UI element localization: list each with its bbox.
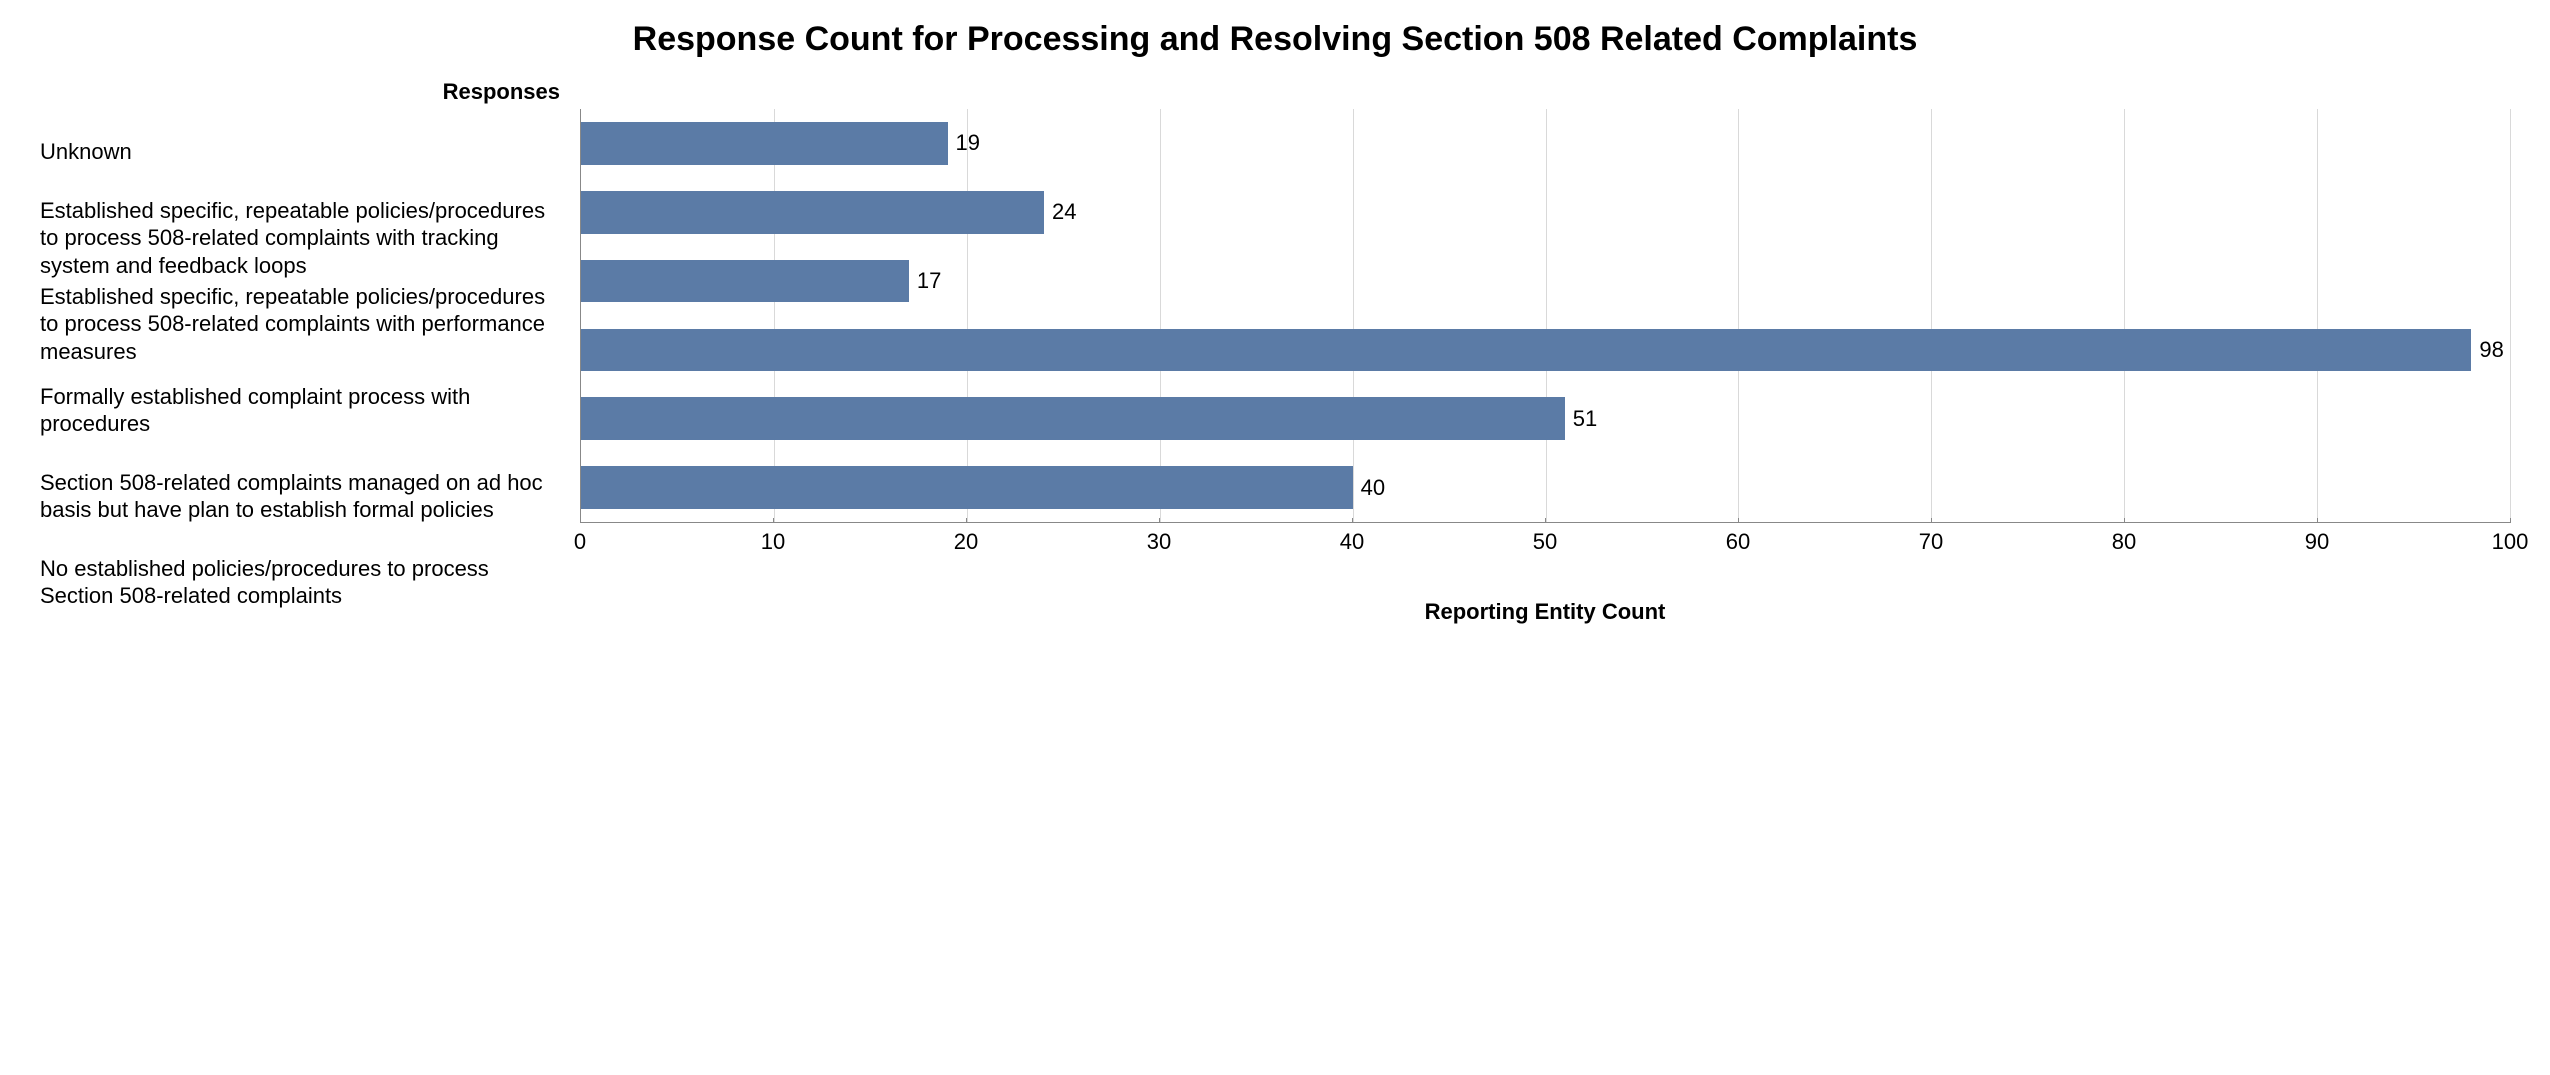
bar-value-label: 17	[917, 268, 941, 294]
category-labels: UnknownEstablished specific, repeatable …	[40, 109, 580, 625]
category-label: Unknown	[40, 109, 580, 195]
bar-row: 40	[581, 453, 2510, 522]
x-tick-mark	[2510, 518, 2511, 523]
bar-row: 19	[581, 109, 2510, 178]
bar-value-label: 98	[2479, 337, 2503, 363]
x-axis: 0102030405060708090100	[580, 523, 2510, 563]
bar-value-label: 19	[956, 130, 980, 156]
x-tick-label: 20	[954, 529, 978, 555]
x-tick-mark	[1931, 518, 1932, 523]
x-tick-label: 30	[1147, 529, 1171, 555]
x-tick-mark	[1159, 518, 1160, 523]
x-tick-mark	[773, 518, 774, 523]
x-tick-mark	[966, 518, 967, 523]
category-label: No established policies/procedures to pr…	[40, 539, 580, 625]
plot-area: 19 24 17 98 51 40	[580, 109, 2510, 523]
x-tick-mark	[2124, 518, 2125, 523]
x-tick-label: 60	[1726, 529, 1750, 555]
x-tick-mark	[1738, 518, 1739, 523]
category-label: Formally established complaint process w…	[40, 367, 580, 453]
bar	[581, 260, 909, 303]
x-tick-label: 80	[2112, 529, 2136, 555]
category-label: Established specific, repeatable policie…	[40, 195, 580, 281]
x-tick-label: 10	[761, 529, 785, 555]
rows-and-plot: UnknownEstablished specific, repeatable …	[40, 109, 2510, 625]
chart-layout: Responses UnknownEstablished specific, r…	[40, 79, 2510, 625]
bar	[581, 122, 948, 165]
x-tick-mark	[1545, 518, 1546, 523]
x-tick-label: 40	[1340, 529, 1364, 555]
bar-row: 51	[581, 384, 2510, 453]
bar-value-label: 40	[1361, 475, 1385, 501]
category-label: Section 508-related complaints managed o…	[40, 453, 580, 539]
bar-value-label: 24	[1052, 199, 1076, 225]
x-tick-label: 70	[1919, 529, 1943, 555]
x-tick-label: 90	[2305, 529, 2329, 555]
y-axis-title: Responses	[250, 79, 580, 105]
chart-container: Response Count for Processing and Resolv…	[40, 20, 2510, 625]
x-tick-label: 50	[1533, 529, 1557, 555]
bar	[581, 329, 2471, 372]
x-tick-label: 0	[574, 529, 586, 555]
x-axis-title: Reporting Entity Count	[580, 599, 2510, 625]
chart-title: Response Count for Processing and Resolv…	[40, 20, 2510, 59]
bars: 19 24 17 98 51 40	[581, 109, 2510, 522]
bar-value-label: 51	[1573, 406, 1597, 432]
bar	[581, 397, 1565, 440]
bar-row: 98	[581, 315, 2510, 384]
x-tick-mark	[1352, 518, 1353, 523]
bar	[581, 191, 1044, 234]
x-tick-label: 100	[2492, 529, 2529, 555]
bar-row: 17	[581, 247, 2510, 316]
gridline	[2510, 109, 2511, 522]
x-tick-mark	[2317, 518, 2318, 523]
x-tick-mark	[580, 518, 581, 523]
bar-row: 24	[581, 178, 2510, 247]
bar	[581, 466, 1353, 509]
category-label: Established specific, repeatable policie…	[40, 281, 580, 367]
